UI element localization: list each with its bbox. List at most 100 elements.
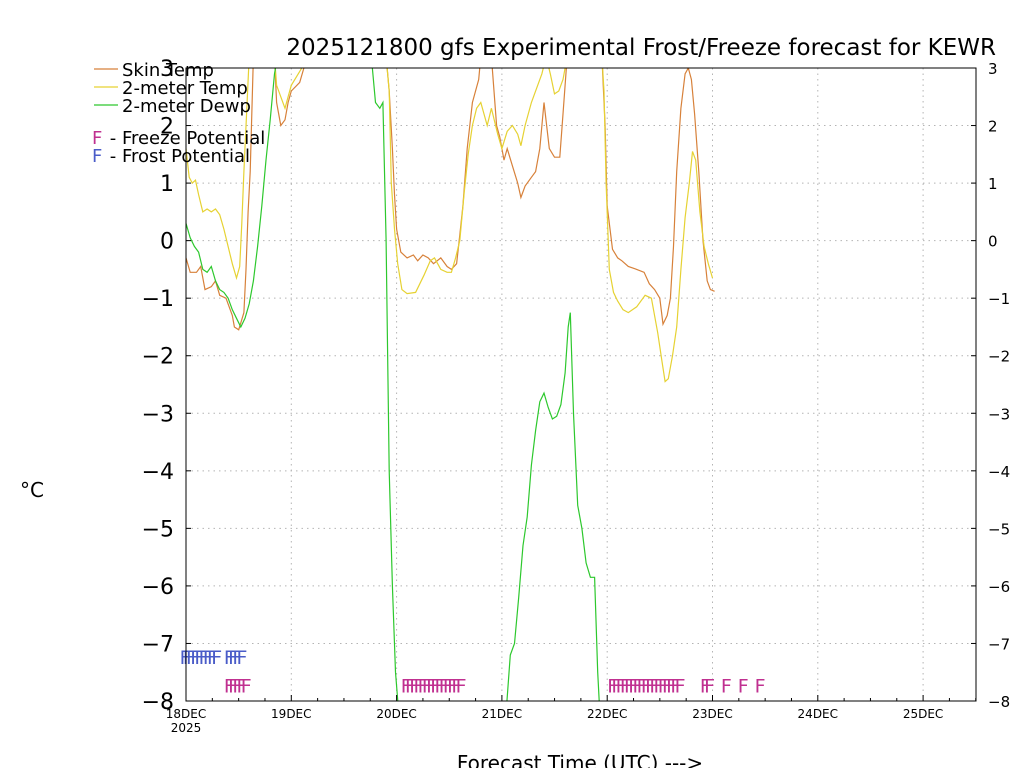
frost-potential-mark: F bbox=[183, 647, 194, 669]
freeze-potential-mark: F bbox=[654, 676, 665, 698]
y-axis-label: °C bbox=[20, 478, 44, 502]
x-tick-sublabel: 2025 bbox=[171, 721, 202, 735]
x-tick-label: 19DEC bbox=[271, 707, 311, 721]
y-tick-label-left: 2 bbox=[160, 115, 174, 140]
freeze-potential-mark: F bbox=[620, 676, 631, 698]
y-tick-label-right: 3 bbox=[988, 60, 998, 78]
frost-potential-mark: F bbox=[207, 647, 218, 669]
frost-potential-mark: F bbox=[224, 647, 235, 669]
y-tick-label-right: −4 bbox=[988, 463, 1010, 481]
chart-title: 2025121800 gfs Experimental Frost/Freeze… bbox=[286, 35, 996, 61]
freeze-potential-mark: F bbox=[405, 676, 416, 698]
freeze-potential-mark: F bbox=[232, 676, 243, 698]
y-tick-label-right: 2 bbox=[988, 118, 998, 136]
legend-freeze-label: - Freeze Potential bbox=[104, 128, 265, 149]
freeze-potential-mark: F bbox=[637, 676, 648, 698]
y-tick-label-left: 1 bbox=[160, 172, 174, 197]
freeze-potential-mark: F bbox=[641, 676, 652, 698]
frost-potential-mark: F bbox=[190, 647, 201, 669]
x-tick-label: 24DEC bbox=[798, 707, 838, 721]
freeze-potential-mark: F bbox=[443, 676, 454, 698]
freeze-potential-mark: F bbox=[426, 676, 437, 698]
y-tick-label-right: −1 bbox=[988, 290, 1010, 308]
y-tick-label-right: 0 bbox=[988, 233, 998, 251]
freeze-potential-mark: F bbox=[738, 676, 749, 698]
y-tick-label-right: 1 bbox=[988, 175, 998, 193]
x-tick-label: 20DEC bbox=[376, 707, 416, 721]
freeze-potential-mark: F bbox=[224, 676, 235, 698]
freeze-potential-mark: F bbox=[451, 676, 462, 698]
freeze-potential-mark: F bbox=[666, 676, 677, 698]
x-tick-label: 21DEC bbox=[482, 707, 522, 721]
freeze-potential-mark: F bbox=[628, 676, 639, 698]
frost-potential-mark: F bbox=[203, 647, 214, 669]
freeze-potential-mark: F bbox=[616, 676, 627, 698]
y-tick-label-left: −4 bbox=[142, 460, 174, 485]
freeze-potential-mark: F bbox=[422, 676, 433, 698]
freeze-potential-mark: F bbox=[662, 676, 673, 698]
y-tick-label-right: −8 bbox=[988, 693, 1010, 711]
freeze-potential-mark: F bbox=[241, 676, 252, 698]
freeze-potential-mark: F bbox=[611, 676, 622, 698]
x-tick-label: 18DEC bbox=[166, 707, 206, 721]
freeze-potential-mark: F bbox=[413, 676, 424, 698]
legend-freeze-symbol: F bbox=[92, 128, 102, 149]
axis-ticks: 3 3 2 2 1 1 0 0 −1 −1 −2 −2 −3 −3 −4 −4 −5 −5 −6 −6 −7 −7 −8 −8… bbox=[142, 57, 1011, 735]
frost-potential-mark: F bbox=[194, 647, 205, 669]
y-tick-label-left: −8 bbox=[142, 690, 174, 715]
legend-label-2m-temp: 2-meter Temp bbox=[122, 78, 248, 99]
frost-potential-mark: F bbox=[232, 647, 243, 669]
series-line-2-meter-temp bbox=[186, 68, 714, 383]
freeze-potential-mark: F bbox=[632, 676, 643, 698]
x-tick-label: 25DEC bbox=[903, 707, 943, 721]
freeze-potential-mark: F bbox=[430, 676, 441, 698]
y-tick-label-left: 0 bbox=[160, 230, 174, 255]
freeze-potential-mark: F bbox=[675, 676, 686, 698]
frost-potential-mark: F bbox=[199, 647, 210, 669]
frost-potential-mark: F bbox=[237, 647, 248, 669]
x-tick-label: 23DEC bbox=[692, 707, 732, 721]
freeze-potential-mark: F bbox=[645, 676, 656, 698]
legend: Skin Temp 2-meter Temp 2-meter Dewp F - … bbox=[92, 60, 265, 167]
freeze-potential-mark: F bbox=[237, 676, 248, 698]
legend-frost-symbol: F bbox=[92, 146, 102, 167]
freeze-potential-mark: F bbox=[755, 676, 766, 698]
y-tick-label-left: −3 bbox=[142, 402, 174, 427]
freeze-potential-mark: F bbox=[721, 676, 732, 698]
legend-frost-label: - Frost Potential bbox=[104, 146, 250, 167]
freeze-potential-mark: F bbox=[670, 676, 681, 698]
freeze-potential-mark: F bbox=[435, 676, 446, 698]
frost-potential-mark: F bbox=[228, 647, 239, 669]
y-tick-label-right: −7 bbox=[988, 635, 1010, 653]
freeze-potential-mark: F bbox=[700, 676, 711, 698]
y-tick-label-right: −6 bbox=[988, 578, 1010, 596]
freeze-potential-mark: F bbox=[649, 676, 660, 698]
legend-label-2m-dewp: 2-meter Dewp bbox=[122, 96, 251, 117]
freeze-potential-mark: F bbox=[704, 676, 715, 698]
series-line-skin-temp bbox=[186, 68, 715, 331]
data-lines bbox=[186, 68, 715, 701]
x-axis-label: Forecast Time (UTC) ---> bbox=[457, 751, 703, 768]
y-tick-label-left: −2 bbox=[142, 345, 174, 370]
y-tick-label-left: 3 bbox=[160, 57, 174, 82]
freeze-potential-mark: F bbox=[607, 676, 618, 698]
y-tick-label-left: −5 bbox=[142, 517, 174, 542]
freeze-potential-mark: F bbox=[456, 676, 467, 698]
legend-label-skin-temp: Skin Temp bbox=[122, 60, 214, 81]
y-tick-label-right: −5 bbox=[988, 520, 1010, 538]
frost-potential-mark: F bbox=[186, 647, 197, 669]
freeze-potential-mark: F bbox=[228, 676, 239, 698]
y-tick-label-left: −7 bbox=[142, 632, 174, 657]
freeze-potential-mark: F bbox=[624, 676, 635, 698]
y-tick-label-right: −2 bbox=[988, 348, 1010, 366]
y-tick-label-left: −1 bbox=[142, 287, 174, 312]
x-tick-label: 22DEC bbox=[587, 707, 627, 721]
y-tick-label-left: −6 bbox=[142, 575, 174, 600]
freeze-potential-mark: F bbox=[447, 676, 458, 698]
freeze-potential-mark: F bbox=[418, 676, 429, 698]
freeze-potential-mark: F bbox=[439, 676, 450, 698]
freeze-potential-mark: F bbox=[401, 676, 412, 698]
